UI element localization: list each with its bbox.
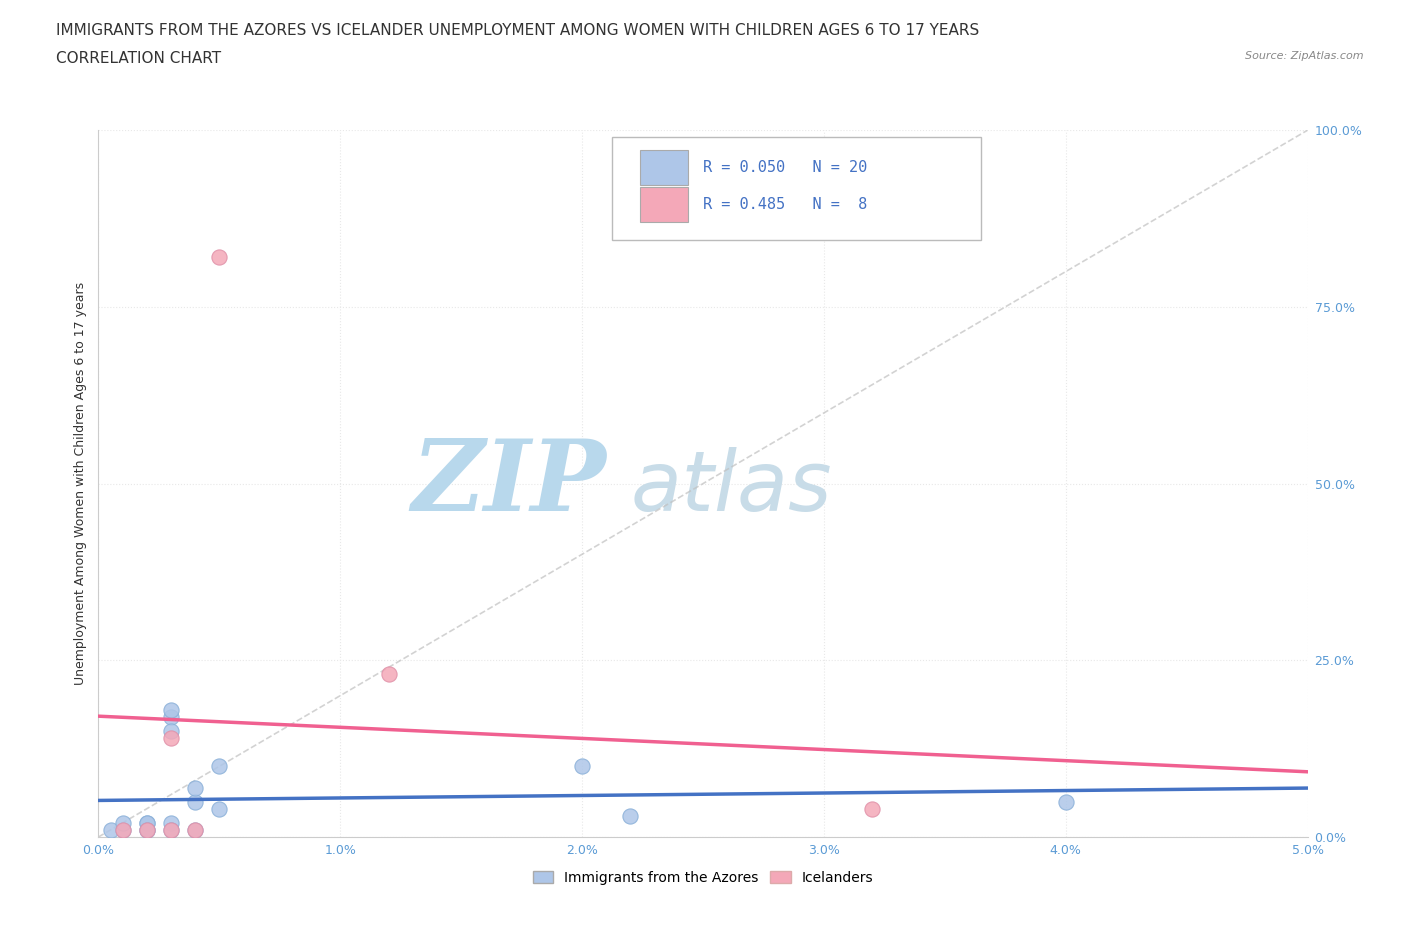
Point bbox=[111, 822, 134, 837]
Text: R = 0.485   N =  8: R = 0.485 N = 8 bbox=[703, 197, 868, 212]
Point bbox=[619, 808, 641, 823]
FancyBboxPatch shape bbox=[640, 187, 689, 222]
Point bbox=[184, 822, 207, 837]
Point bbox=[860, 802, 883, 817]
Point bbox=[377, 667, 399, 682]
Point bbox=[208, 250, 231, 265]
Point bbox=[184, 794, 207, 809]
Point bbox=[111, 822, 134, 837]
Point bbox=[184, 822, 207, 837]
Point bbox=[160, 702, 183, 717]
Text: CORRELATION CHART: CORRELATION CHART bbox=[56, 51, 221, 66]
Point bbox=[135, 822, 157, 837]
Point bbox=[135, 816, 157, 830]
Text: Source: ZipAtlas.com: Source: ZipAtlas.com bbox=[1246, 51, 1364, 61]
Point bbox=[160, 822, 183, 837]
FancyBboxPatch shape bbox=[640, 150, 689, 185]
Point bbox=[135, 822, 157, 837]
Legend: Immigrants from the Azores, Icelanders: Immigrants from the Azores, Icelanders bbox=[527, 865, 879, 890]
Text: ZIP: ZIP bbox=[412, 435, 606, 532]
Y-axis label: Unemployment Among Women with Children Ages 6 to 17 years: Unemployment Among Women with Children A… bbox=[75, 282, 87, 685]
Point bbox=[160, 710, 183, 724]
Text: IMMIGRANTS FROM THE AZORES VS ICELANDER UNEMPLOYMENT AMONG WOMEN WITH CHILDREN A: IMMIGRANTS FROM THE AZORES VS ICELANDER … bbox=[56, 23, 980, 38]
Text: atlas: atlas bbox=[630, 446, 832, 527]
Point bbox=[208, 759, 231, 774]
Point bbox=[100, 822, 122, 837]
Point bbox=[160, 731, 183, 746]
Point bbox=[160, 822, 183, 837]
Point bbox=[184, 780, 207, 795]
Point bbox=[1054, 794, 1077, 809]
Point bbox=[208, 802, 231, 817]
FancyBboxPatch shape bbox=[613, 138, 981, 240]
Point bbox=[571, 759, 593, 774]
Point bbox=[160, 816, 183, 830]
Text: R = 0.050   N = 20: R = 0.050 N = 20 bbox=[703, 160, 868, 175]
Point bbox=[111, 816, 134, 830]
Point bbox=[160, 724, 183, 738]
Point bbox=[135, 816, 157, 830]
Point bbox=[135, 822, 157, 837]
